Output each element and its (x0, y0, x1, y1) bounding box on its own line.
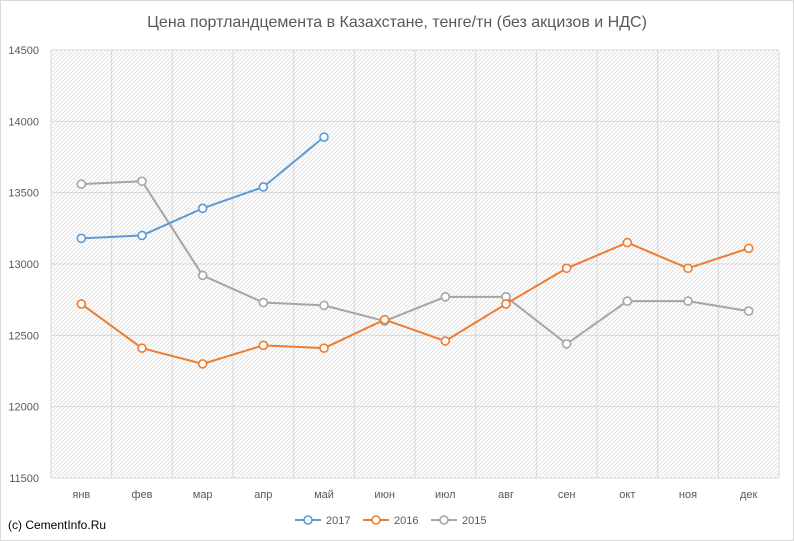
x-tick-label: апр (254, 489, 272, 501)
legend-marker-2017 (303, 515, 313, 525)
data-point-2016 (683, 263, 693, 274)
data-point-2015 (743, 306, 754, 316)
data-point-2016 (319, 343, 329, 353)
data-point-2015 (319, 300, 329, 311)
data-point-2015 (258, 297, 269, 308)
x-tick-label: фев (131, 489, 152, 501)
x-tick-label: мар (193, 489, 213, 501)
x-tick-label: сен (558, 489, 576, 501)
y-tick-label: 11500 (9, 473, 39, 485)
data-point-2015 (76, 179, 87, 189)
data-point-2016 (76, 299, 87, 309)
legend-label-2017: 2017 (326, 515, 350, 527)
copyright-text: (с) CementInfo.Ru (8, 518, 107, 532)
legend-marker-2016 (371, 515, 381, 525)
legend-label-2016: 2016 (394, 515, 418, 527)
data-point-2016 (258, 340, 269, 351)
x-tick-label: июл (435, 489, 456, 501)
y-tick-label: 12000 (8, 402, 39, 414)
x-tick-label: авг (498, 489, 514, 501)
data-point-2016 (379, 314, 390, 325)
series-layer (76, 132, 754, 369)
x-tick-label: ноя (679, 489, 697, 501)
axes: 11500 12000 12500 13000 13500 14000 14500 янв фе… (8, 45, 757, 501)
x-tick-label: июн (374, 489, 394, 501)
data-point-2015 (561, 339, 572, 349)
chart-title: Цена портландцемента в Казахстане, тенге… (147, 14, 647, 31)
series-line-2016 (80, 241, 749, 365)
x-tick-label: май (314, 489, 334, 501)
data-point-2017 (137, 230, 147, 241)
legend: 2017 2016 2015 (295, 515, 486, 527)
y-tick-label: 12500 (8, 330, 39, 342)
data-point-2017 (258, 182, 269, 192)
x-tick-label: окт (619, 489, 635, 501)
data-point-2017 (319, 132, 329, 142)
data-point-2017 (197, 203, 208, 214)
legend-marker-2015 (439, 515, 449, 525)
series-line-2015 (81, 180, 749, 345)
legend-label-2015: 2015 (462, 515, 486, 527)
data-point-2016 (197, 359, 208, 369)
data-point-2015 (440, 292, 451, 302)
data-point-2016 (561, 263, 572, 274)
data-point-2015 (137, 176, 147, 187)
data-point-2015 (683, 296, 693, 306)
y-tick-label: 13000 (8, 259, 39, 271)
data-point-2015 (197, 270, 208, 281)
data-point-2016 (501, 299, 511, 309)
data-point-2016 (440, 336, 451, 346)
data-point-2016 (137, 343, 147, 353)
x-tick-label: янв (72, 489, 90, 501)
y-tick-label: 14000 (8, 116, 39, 128)
data-point-2016 (622, 237, 633, 248)
data-point-2017 (76, 233, 87, 244)
y-tick-label: 13500 (8, 188, 39, 200)
y-tick-label: 14500 (8, 45, 39, 57)
data-point-2016 (743, 243, 754, 254)
x-tick-label: дек (740, 489, 758, 501)
grid-lines (50, 49, 780, 479)
data-point-2015 (622, 296, 633, 306)
